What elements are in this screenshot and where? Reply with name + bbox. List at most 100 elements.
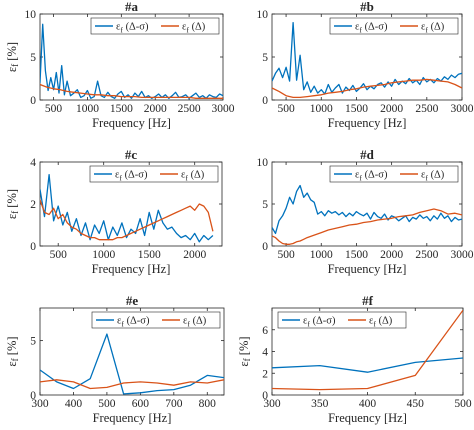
panel-f: #f 300 350 400 450 500 0 2 4 6 Frequency [Hz] εf [%… [237,293,472,425]
legend: εf (Δ-σ) εf (Δ) [277,311,407,329]
panel-b: #b 500 1000 1500 2000 2500 3000 0 5 10 Frequency [… [257,0,474,130]
axes-box [39,307,225,396]
y-tick-label: 5 [262,52,268,64]
legend-label: εf (Δ-σ) [116,22,149,35]
series-line-delta-sigma [40,173,214,243]
x-tick-label: 2500 [415,103,438,115]
y-axis-label: εf [%] [237,336,252,366]
x-tick-label: 500 [277,103,295,115]
panel-e: #e 300 400 500 600 700 800 0 5 Frequency [Hz] εf [… [5,293,225,425]
legend-label: εf (Δ-σ) [303,316,336,329]
x-tick-label: 1000 [92,249,115,261]
panel-d: #d 500 1000 1500 2000 2500 3000 0 5 10 Frequency [… [257,147,474,276]
series-line-delta-sigma [272,184,462,235]
x-tick-label: 2000 [380,249,403,261]
legend-box [277,311,407,329]
series-line-delta [272,309,463,391]
y-tick-label: 5 [262,199,268,211]
legend-label: εf (Δ) [181,170,205,183]
legend-box [90,17,220,35]
y-tick-label: 0 [30,390,36,402]
legend-label: εf (Δ-σ) [355,22,388,35]
series-line-delta-sigma [40,23,223,99]
series-group [272,184,462,245]
panel-title: #e [126,293,139,308]
legend-label: εf (Δ-σ) [355,170,388,183]
x-axis-label: Frequency [Hz] [92,116,171,130]
series-group [272,21,462,99]
series-line-delta-sigma [272,357,463,373]
y-tick-label: 0 [262,241,268,253]
x-tick-label: 1000 [310,103,333,115]
x-axis-label: Frequency [Hz] [92,262,171,276]
y-tick-label: 10 [257,157,269,169]
x-axis-label: Frequency [Hz] [93,411,172,425]
legend: εf (Δ-σ) εf (Δ) [329,165,459,183]
x-tick-label: 450 [407,398,425,410]
x-tick-label: 2500 [178,103,201,115]
series-line-delta [40,83,223,99]
x-tick-label: 2000 [183,249,206,261]
series-line-delta [272,208,462,245]
legend-label: εf (Δ-σ) [115,170,148,183]
legend: εf (Δ-σ) εf (Δ) [91,311,221,329]
legend-label: εf (Δ) [421,170,445,183]
series-line-delta [40,379,224,390]
legend: εf (Δ-σ) εf (Δ) [329,17,459,35]
x-tick-label: 1000 [310,249,333,261]
panel-title: #a [125,0,139,14]
y-tick-label: 10 [25,9,37,21]
y-axis-label: εf [%] [5,336,20,366]
series-group [272,309,463,391]
x-tick-label: 350 [311,398,329,410]
legend-label: εf (Δ) [421,22,445,35]
x-tick-label: 500 [98,398,116,410]
y-tick-label: 5 [30,336,36,348]
legend-box [329,165,459,183]
legend-box [91,311,221,329]
x-tick-label: 3000 [451,103,474,115]
x-tick-label: 1500 [110,103,133,115]
x-tick-label: 1500 [138,249,161,261]
legend-label: εf (Δ-σ) [117,316,150,329]
y-tick-label: 4 [262,347,268,359]
x-tick-label: 2000 [144,103,167,115]
x-tick-label: 2000 [380,103,403,115]
y-tick-label: 10 [257,9,269,21]
legend-label: εf (Δ) [369,316,393,329]
y-tick-label: 0 [262,390,268,402]
x-tick-label: 1500 [345,103,368,115]
x-tick-label: 1500 [345,249,368,261]
x-tick-label: 1000 [76,103,99,115]
y-axis-label: εf [%] [5,189,20,219]
x-axis-label: Frequency [Hz] [328,262,407,276]
x-tick-label: 500 [277,249,295,261]
x-tick-label: 700 [165,398,183,410]
panel-a: #a 500 1000 1500 2000 2500 3000 0 5 10 Frequency [… [5,0,235,130]
series-line-delta [272,78,462,99]
series-group [40,23,223,99]
y-axis-label: εf [%] [5,42,20,72]
x-tick-label: 300 [263,398,281,410]
y-tick-label: 0 [30,95,36,107]
y-tick-label: 0 [262,95,268,107]
panel-title: #d [360,147,375,162]
panel-title: #b [360,0,374,14]
series-line-delta [40,199,214,241]
panel-c: #c 500 1000 1500 2000 0 2 4 Frequency [Hz] εf [%]… [5,147,223,276]
panel-title: #f [362,293,374,308]
x-tick-label: 300 [31,398,49,410]
x-tick-label: 400 [65,398,83,410]
y-tick-label: 0 [30,241,36,253]
x-tick-label: 400 [359,398,377,410]
x-tick-label: 500 [454,398,472,410]
legend-label: εf (Δ) [182,22,206,35]
legend-box [329,17,459,35]
panel-title: #c [125,147,138,162]
x-tick-label: 3000 [212,103,235,115]
legend-label: εf (Δ) [183,316,207,329]
legend-box [89,165,219,183]
x-axis-label: Frequency [Hz] [328,116,407,130]
x-tick-label: 800 [199,398,217,410]
